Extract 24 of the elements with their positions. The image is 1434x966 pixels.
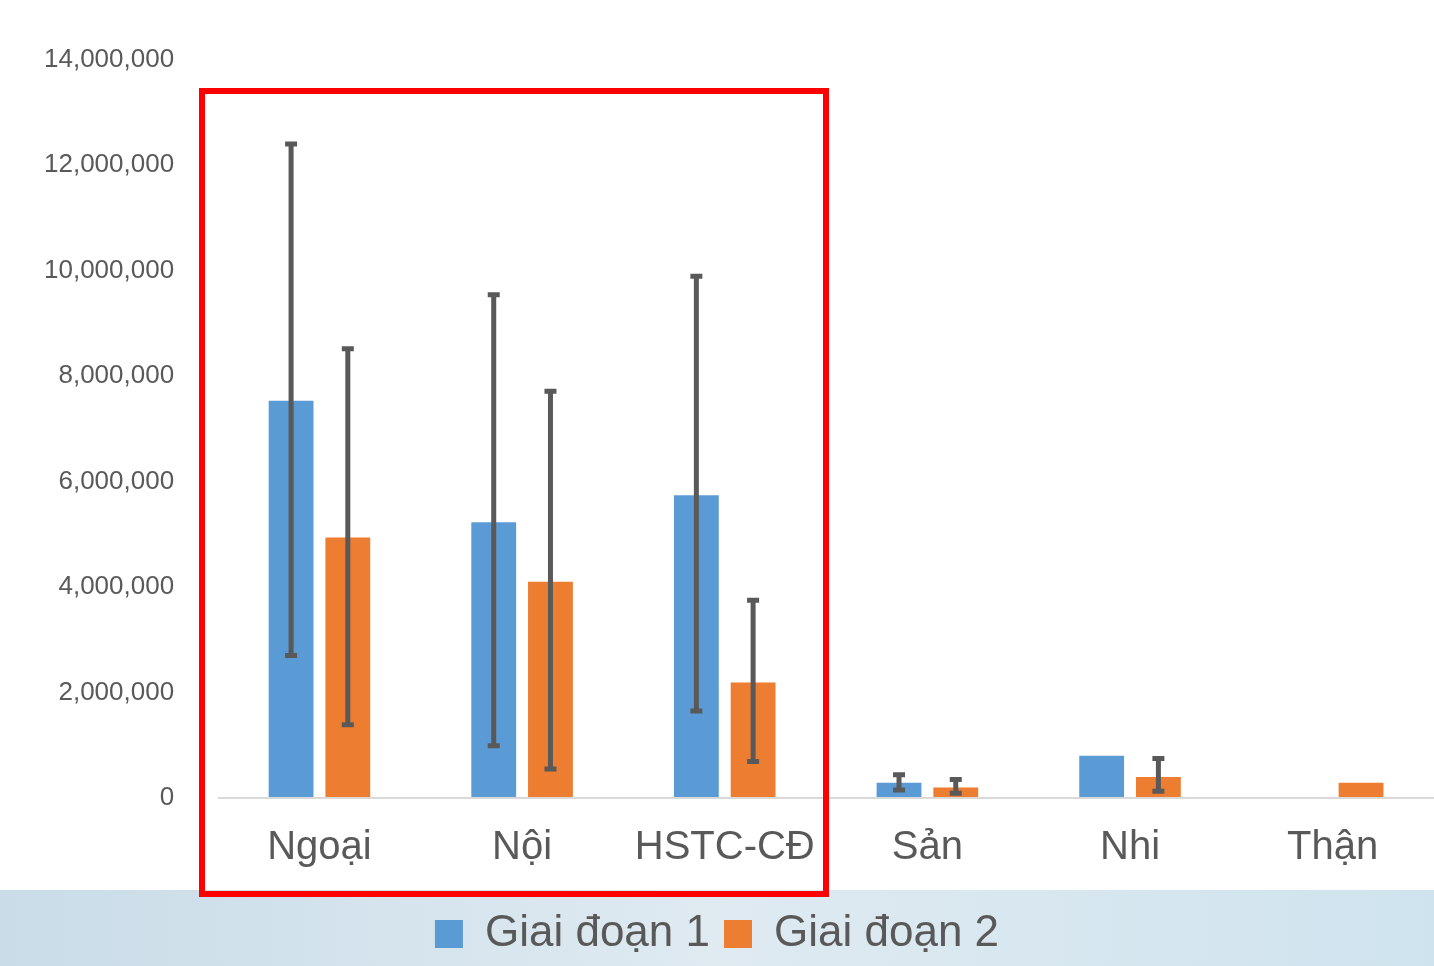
bar — [471, 522, 517, 797]
legend-label: Giai đoạn 2 — [774, 906, 1000, 956]
bar — [1079, 755, 1125, 797]
x-tick-label: Nội — [492, 823, 553, 868]
y-tick-label: 2,000,000 — [58, 675, 175, 706]
x-tick-label: Nhi — [1100, 823, 1161, 868]
bar — [730, 682, 776, 797]
legend-label: Giai đoạn 1 — [484, 906, 711, 956]
bar — [1338, 782, 1384, 797]
y-tick-label: 4,000,000 — [58, 570, 175, 601]
x-tick-label: Thận — [1287, 823, 1379, 868]
bar — [268, 400, 314, 797]
x-tick-label: Ngoại — [267, 823, 372, 868]
y-tick-label: 6,000,000 — [58, 464, 175, 495]
x-tick-label: Sản — [891, 823, 963, 868]
bar — [325, 537, 371, 797]
bar — [673, 495, 719, 797]
y-tick-label: 0 — [159, 781, 175, 812]
x-tick-label: HSTC-CĐ — [634, 823, 815, 868]
y-tick-label: 10,000,000 — [43, 253, 175, 284]
bar — [528, 581, 573, 797]
y-tick-label: 8,000,000 — [58, 359, 175, 390]
y-tick-label: 12,000,000 — [43, 148, 175, 179]
y-tick-label: 14,000,000 — [43, 42, 175, 73]
